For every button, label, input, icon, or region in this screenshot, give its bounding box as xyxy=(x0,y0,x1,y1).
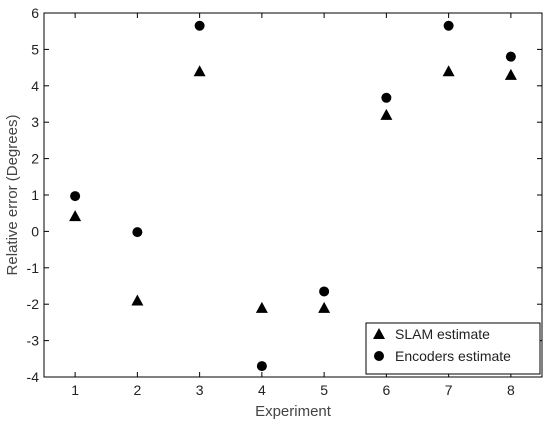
legend-box xyxy=(365,322,541,375)
slam-point-7 xyxy=(442,65,455,77)
encoders-point-7 xyxy=(443,20,454,31)
encoders-point-3 xyxy=(194,20,205,31)
legend-marker-slam xyxy=(373,328,385,339)
x-tick-label-6: 7 xyxy=(445,382,453,398)
x-tick-label-5: 6 xyxy=(382,382,390,398)
x-tick-label-2: 3 xyxy=(196,382,204,398)
slam-point-2 xyxy=(131,294,144,306)
encoders-point-1 xyxy=(70,191,81,202)
legend: SLAM estimate Encoders estimate xyxy=(365,322,541,375)
x-tick-label-4: 5 xyxy=(320,382,328,398)
encoders-point-4 xyxy=(256,361,267,372)
slam-point-3 xyxy=(193,65,206,77)
y-tick-label-0: -4 xyxy=(27,369,40,385)
y-tick-label-3: -1 xyxy=(27,260,40,276)
slam-point-6 xyxy=(380,108,393,120)
legend-marker-encoders xyxy=(374,351,384,361)
encoders-point-6 xyxy=(381,92,392,103)
x-tick-label-0: 1 xyxy=(71,382,79,398)
y-tick-label-9: 5 xyxy=(31,41,39,57)
slam-point-8 xyxy=(504,68,517,80)
y-tick-label-7: 3 xyxy=(31,114,39,130)
x-tick-label-3: 4 xyxy=(258,382,266,398)
legend-entry-encoders: Encoders estimate xyxy=(395,348,511,364)
x-axis-label: Experiment xyxy=(255,403,332,420)
x-tick-label-1: 2 xyxy=(133,382,141,398)
points-layer xyxy=(69,20,517,372)
encoders-point-2 xyxy=(132,227,143,238)
legend-entry-slam: SLAM estimate xyxy=(395,326,490,342)
plot-area xyxy=(43,12,543,378)
y-tick-label-8: 4 xyxy=(31,78,39,94)
y-axis-label: Relative error (Degrees) xyxy=(4,115,21,276)
slam-point-1 xyxy=(69,210,82,222)
x-tick-label-7: 8 xyxy=(507,382,515,398)
y-tick-label-6: 2 xyxy=(31,151,39,167)
encoders-point-5 xyxy=(319,286,330,297)
slam-point-4 xyxy=(255,301,268,313)
y-tick-label-4: 0 xyxy=(31,223,39,239)
y-tick-label-10: 6 xyxy=(31,5,39,21)
ticks-layer: 1 2 3 4 5 6 7 8 -4 -3 -2 -1 0 1 2 3 4 5 6 xyxy=(27,5,542,398)
encoders-point-8 xyxy=(505,51,516,62)
y-tick-label-1: -3 xyxy=(27,333,40,349)
y-tick-label-2: -2 xyxy=(27,296,40,312)
slam-point-5 xyxy=(318,301,331,313)
y-tick-label-5: 1 xyxy=(31,187,39,203)
